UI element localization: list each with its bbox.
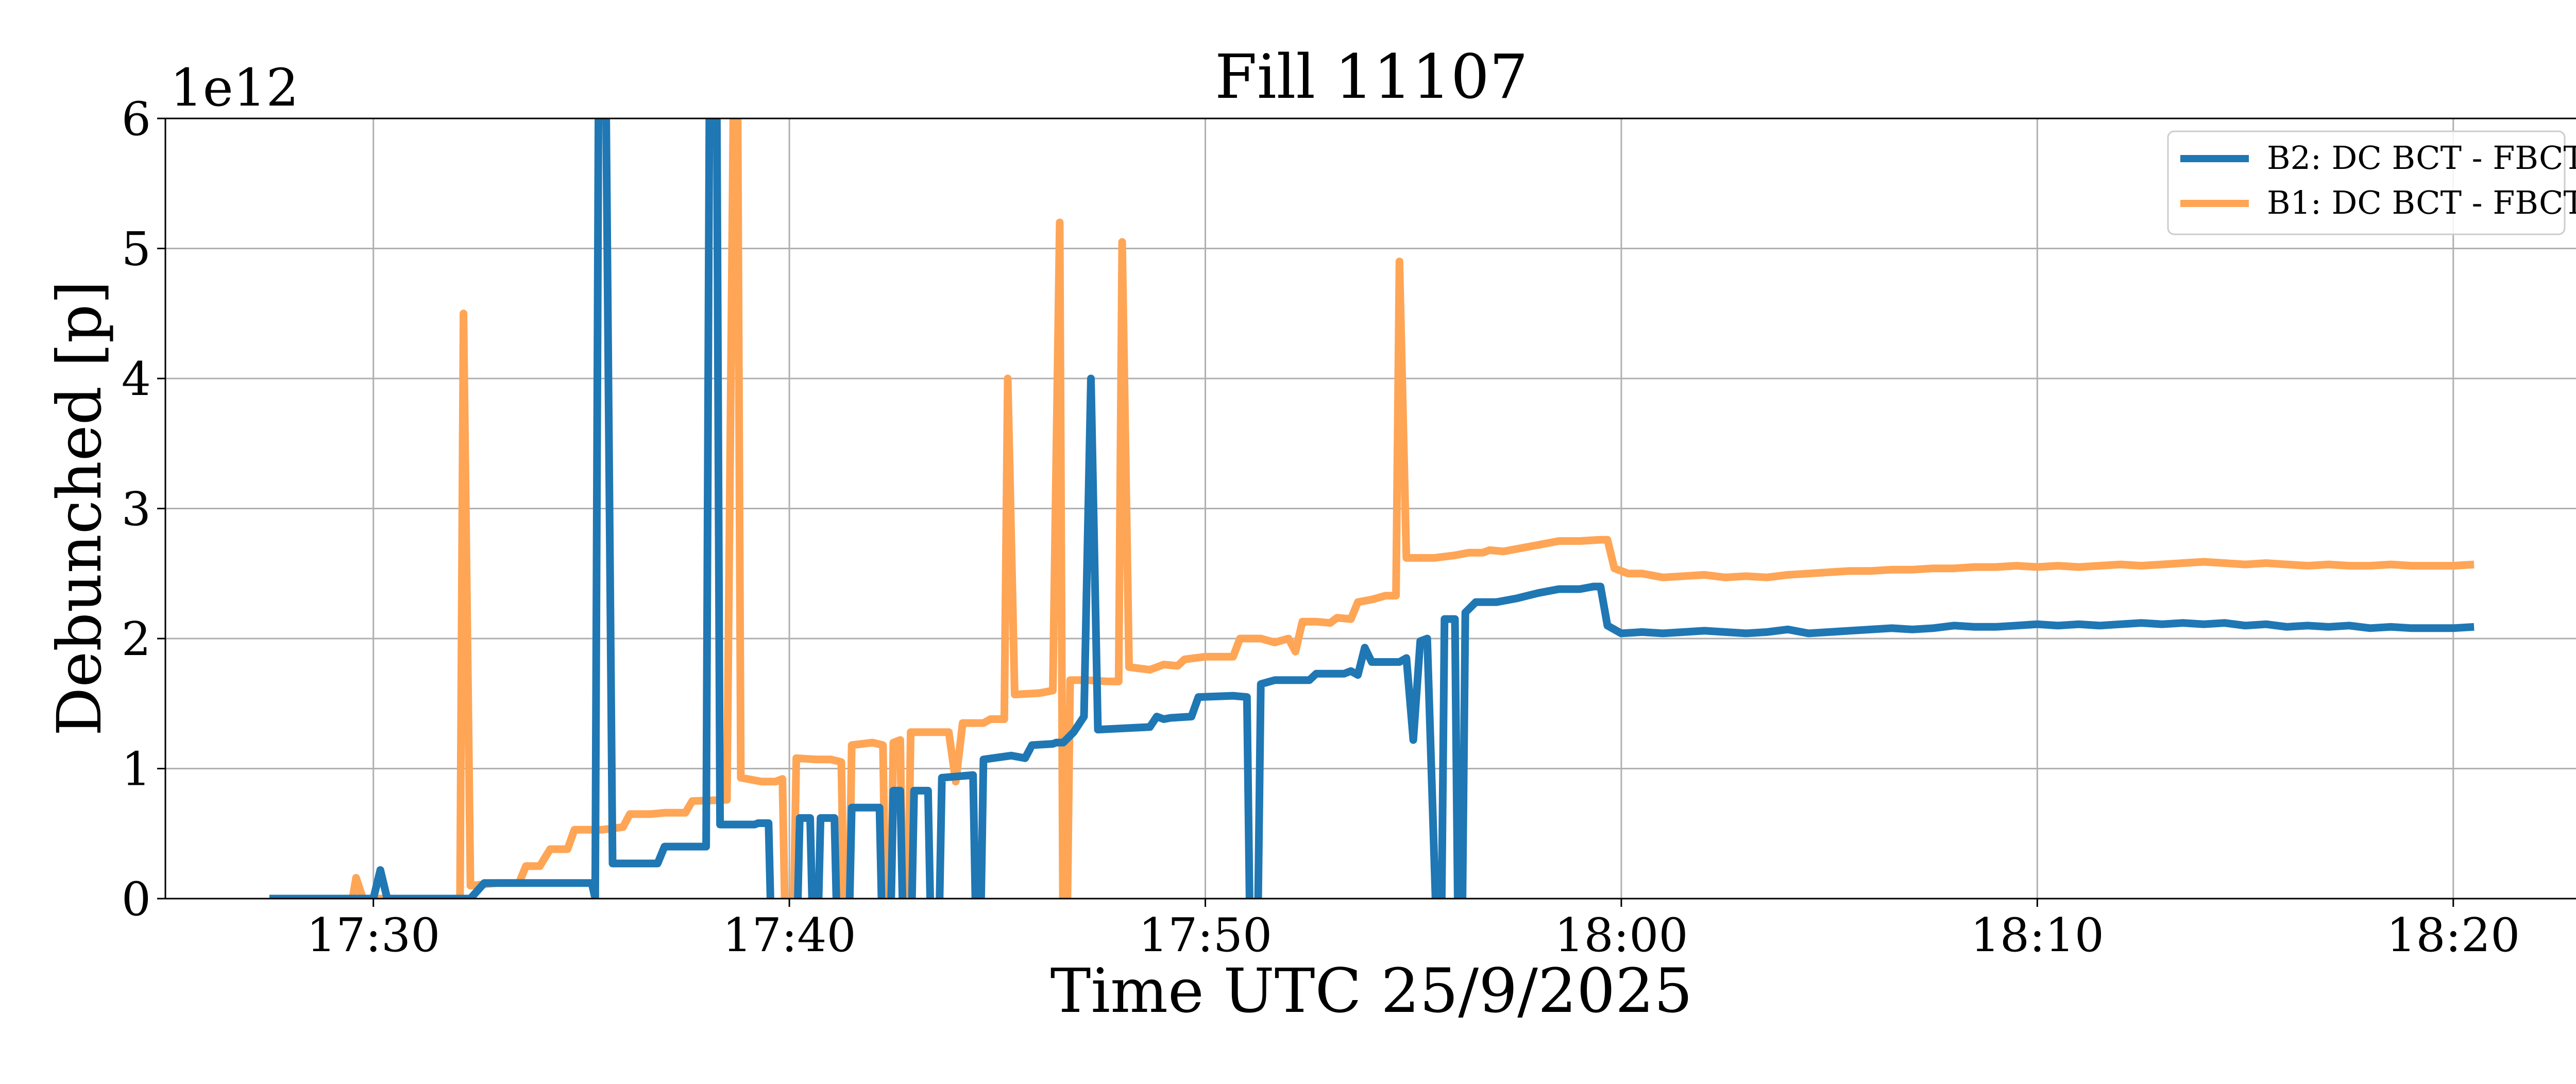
series-line-b1 <box>269 118 2475 899</box>
legend: B2: DC BCT - FBCT B1: DC BCT - FBCT <box>2167 130 2576 235</box>
x-tick-label: 18:00 <box>1554 908 1688 962</box>
y-tick-label: 4 <box>122 352 151 406</box>
legend-box <box>2167 130 2566 235</box>
y-tick-label: 3 <box>122 483 151 537</box>
series-lines <box>269 118 2475 899</box>
x-axis-label: Time UTC 25/9/2025 <box>1050 955 1693 1026</box>
y-tick-label: 0 <box>122 872 151 926</box>
y-axis-label: Debunched [p] <box>44 281 115 736</box>
x-tick-label: 18:10 <box>1971 908 2104 962</box>
series-line-b2 <box>269 118 2475 899</box>
legend-label-b2: B2: DC BCT - FBCT <box>2267 139 2576 177</box>
y-tick-label: 6 <box>122 92 151 146</box>
y-tick-label: 2 <box>122 612 151 666</box>
chart-title: Fill 11107 <box>1215 41 1528 112</box>
x-tick-label: 17:30 <box>307 908 440 962</box>
x-tick-label: 18:20 <box>2386 908 2520 962</box>
x-tick-label: 17:40 <box>722 908 856 962</box>
legend-label-b1: B1: DC BCT - FBCT <box>2267 184 2576 221</box>
axis-ticks: 17:30 17:40 17:50 18:00 18:10 18:20 0 1 2 3 4 5 6 <box>122 92 2520 962</box>
x-tick-label: 17:50 <box>1139 908 1272 962</box>
y-tick-label: 5 <box>122 222 151 277</box>
y-scale-label: 1e12 <box>170 58 299 118</box>
y-tick-label: 1 <box>122 743 151 797</box>
